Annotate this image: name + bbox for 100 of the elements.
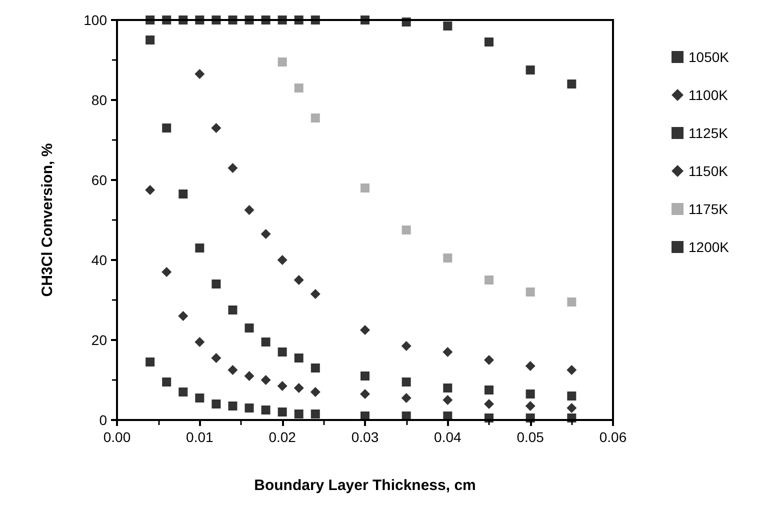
point [260, 229, 271, 239]
point [402, 378, 411, 386]
point [360, 372, 370, 380]
x-tick-label: 0.05 [516, 429, 544, 445]
point [146, 16, 155, 24]
point [401, 341, 412, 351]
point [212, 16, 221, 24]
x-axis-title: Boundary Layer Thickness, cm [254, 477, 476, 494]
point [567, 392, 576, 400]
point [162, 267, 172, 277]
point [294, 275, 304, 285]
point [360, 16, 370, 24]
point [195, 244, 204, 252]
point [278, 16, 287, 24]
point [310, 289, 320, 299]
point [178, 190, 188, 198]
point [278, 408, 287, 416]
point [195, 394, 204, 402]
point [244, 371, 254, 381]
point [260, 375, 271, 385]
point [294, 383, 304, 393]
point [567, 298, 576, 306]
point [310, 410, 320, 418]
point [178, 388, 188, 396]
point [228, 365, 238, 375]
point [566, 403, 577, 413]
point [294, 354, 304, 362]
point [310, 387, 320, 397]
point [526, 288, 535, 296]
x-tick-label: 0.01 [186, 429, 214, 445]
point [402, 226, 411, 234]
point [261, 16, 270, 24]
y-tick-label: 40 [91, 252, 108, 268]
point [442, 395, 453, 405]
legend-label: 1100K [688, 87, 729, 103]
point [146, 36, 155, 44]
point [443, 384, 452, 392]
legend-label: 1125K [688, 125, 729, 141]
point [525, 401, 536, 411]
point [178, 311, 188, 321]
point [484, 399, 494, 409]
point [211, 353, 222, 363]
point [211, 123, 222, 133]
legend-label: 1175K [688, 201, 729, 217]
point [228, 306, 238, 314]
point [310, 114, 320, 122]
point [162, 124, 172, 132]
point [526, 66, 535, 74]
point [145, 185, 156, 195]
y-tick-label: 20 [91, 332, 108, 348]
point [294, 84, 304, 92]
point [401, 393, 412, 403]
y-tick-label: 60 [91, 172, 108, 188]
point [228, 402, 238, 410]
point [278, 58, 287, 66]
y-tick-label: 0 [99, 412, 108, 428]
x-tick-label: 0.06 [599, 429, 627, 445]
point [310, 364, 320, 372]
point [162, 16, 172, 24]
point [194, 69, 205, 79]
point [567, 80, 576, 88]
point [195, 16, 204, 24]
x-tick-label: 0.02 [268, 429, 296, 445]
point [162, 378, 172, 386]
point [278, 348, 287, 356]
point [526, 414, 535, 422]
point [244, 404, 254, 412]
point [525, 361, 536, 371]
legend-label: 1200K [688, 239, 730, 255]
point [360, 184, 370, 192]
point [360, 325, 370, 335]
point [244, 324, 254, 332]
x-tick-label: 0.04 [434, 429, 462, 445]
point [484, 355, 494, 365]
point [294, 410, 304, 418]
point [566, 365, 577, 375]
point [567, 414, 576, 422]
point [146, 358, 155, 366]
x-tick-label: 0.03 [351, 429, 379, 445]
point [244, 16, 254, 24]
point [484, 386, 494, 394]
y-tick-label: 100 [84, 12, 108, 28]
point [310, 16, 320, 24]
point [442, 347, 453, 357]
point [443, 254, 452, 262]
point [526, 390, 535, 398]
y-tick-label: 80 [91, 92, 108, 108]
point [443, 22, 452, 30]
point [261, 338, 270, 346]
legend-label: 1150K [688, 163, 729, 179]
point [228, 16, 238, 24]
point [212, 280, 221, 288]
point [484, 38, 494, 46]
point [261, 406, 270, 414]
point [194, 337, 205, 347]
point [228, 163, 238, 173]
legend-label: 1050K [688, 49, 730, 65]
x-tick-label: 0.00 [103, 429, 131, 445]
point [402, 18, 411, 26]
point [294, 16, 304, 24]
